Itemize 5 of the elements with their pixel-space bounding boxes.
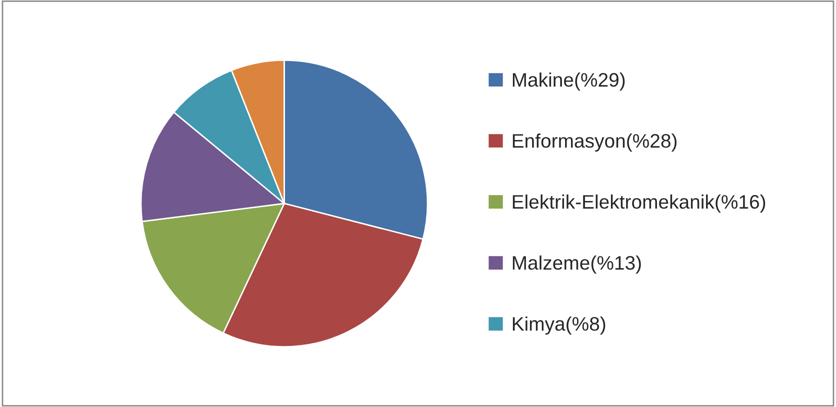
legend-label: Makine(%29) <box>512 72 625 91</box>
legend-label: Kimya(%8) <box>512 316 606 335</box>
legend-label: Elektrik-Elektromekanik(%16) <box>512 194 766 213</box>
legend-label: Malzeme(%13) <box>512 255 641 274</box>
legend-label: Enformasyon(%28) <box>512 133 677 152</box>
